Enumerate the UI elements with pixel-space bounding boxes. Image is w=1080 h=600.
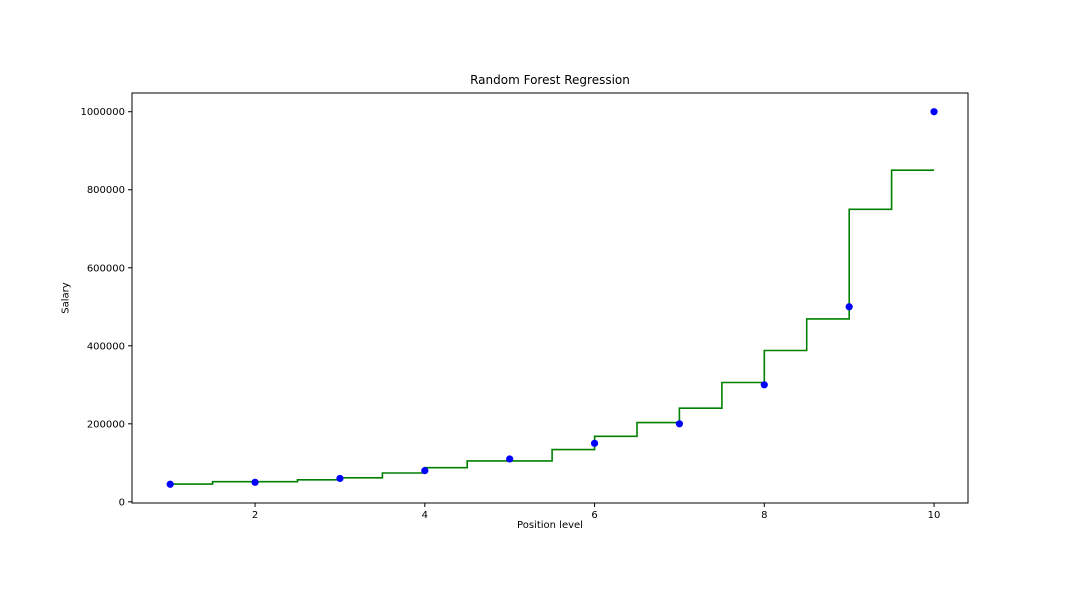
x-tick-label: 6 bbox=[591, 510, 597, 521]
data-point bbox=[251, 478, 259, 486]
data-point bbox=[590, 439, 599, 447]
data-point bbox=[506, 455, 514, 463]
x-tick-label: 2 bbox=[252, 510, 258, 521]
y-tick-label: 1000000 bbox=[80, 107, 125, 118]
data-point bbox=[760, 381, 768, 389]
y-tick-label: 600000 bbox=[87, 263, 125, 274]
data-point bbox=[336, 474, 344, 483]
x-tick-label: 10 bbox=[928, 510, 941, 521]
y-tick-label: 200000 bbox=[87, 419, 125, 430]
data-point bbox=[845, 303, 853, 311]
x-axis-label: Position level bbox=[517, 520, 583, 531]
data-point bbox=[930, 108, 938, 116]
y-tick-label: 0 bbox=[119, 497, 125, 508]
prediction-step-line bbox=[170, 169, 935, 485]
y-tick-label: 400000 bbox=[87, 341, 125, 352]
data-point bbox=[166, 480, 174, 488]
chart-title: Random Forest Regression bbox=[470, 73, 630, 87]
data-point bbox=[421, 467, 429, 475]
y-tick-label: 800000 bbox=[87, 185, 125, 196]
x-tick-label: 8 bbox=[761, 510, 767, 521]
x-tick-label: 4 bbox=[422, 510, 428, 521]
plot-border bbox=[131, 92, 969, 504]
data-point bbox=[675, 420, 684, 428]
